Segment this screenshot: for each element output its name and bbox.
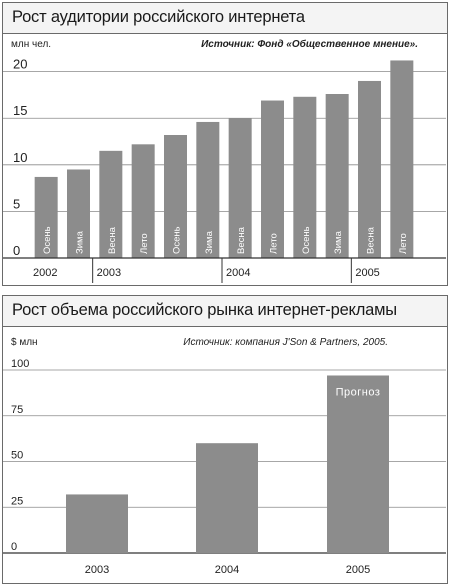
ads-chart-titlebar: Рост объема российского рынка интернет-р…: [3, 296, 447, 327]
ads-y-unit: $ млн: [11, 337, 38, 348]
ads-y-tick: 100: [11, 358, 29, 370]
ads-y-tick: 0: [11, 541, 17, 553]
audience-bar: [34, 176, 58, 258]
audience-y-tick: 0: [13, 243, 20, 258]
audience-bar: [67, 169, 90, 258]
ads-y-tick: 75: [11, 404, 23, 416]
audience-source: Источник: Фонд «Общественное мнение».: [201, 38, 418, 50]
audience-bar-label: Весна: [366, 226, 377, 254]
audience-year-label: 2003: [97, 267, 121, 279]
audience-bar-label: Осень: [301, 226, 312, 254]
audience-bar: [325, 94, 349, 258]
ads-x-tick: 2005: [346, 564, 370, 576]
ads-forecast-label: Прогноз: [336, 386, 381, 398]
audience-bar: [228, 118, 252, 259]
audience-y-unit: млн чел.: [11, 39, 51, 50]
audience-year-label: 2004: [226, 267, 250, 279]
ads-y-tick: 25: [11, 495, 23, 507]
ads-x-tick: 2004: [215, 564, 239, 576]
audience-bar: [390, 60, 414, 258]
audience-year-label: 2005: [355, 267, 379, 279]
audience-year-label: 2002: [33, 267, 57, 279]
audience-y-tick: 5: [13, 196, 20, 211]
ads-x-tick: 2003: [85, 564, 109, 576]
audience-bar: [261, 100, 284, 258]
ads-bar: [327, 375, 389, 553]
audience-y-tick: 15: [13, 103, 27, 118]
audience-bar-label: Зима: [204, 230, 215, 254]
audience-bar: [196, 121, 220, 258]
audience-bar: [99, 150, 123, 258]
audience-bar-label: Лето: [269, 233, 280, 254]
audience-y-tick: 10: [13, 150, 27, 165]
audience-bar-label: Осень: [172, 226, 183, 254]
audience-bar-label: Лето: [398, 233, 409, 254]
audience-bar: [131, 144, 155, 258]
ads-source: Источник: компания J'Son & Partners, 200…: [183, 337, 388, 348]
audience-chart-titlebar: Рост аудитории российского интернета: [3, 3, 447, 34]
audience-bar-label: Весна: [236, 226, 247, 254]
audience-bar: [164, 135, 187, 258]
audience-bar-label: Осень: [42, 226, 53, 254]
ads-chart-title: Рост объема российского рынка интернет-р…: [12, 301, 397, 319]
audience-bar: [358, 80, 381, 258]
audience-bar-label: Зима: [75, 230, 86, 254]
audience-chart-title: Рост аудитории российского интернета: [12, 8, 305, 26]
audience-y-tick: 20: [13, 57, 27, 72]
audience-chart: млн чел. Источник: Фонд «Общественное мне…: [3, 38, 446, 283]
audience-bar-label: Зима: [333, 230, 344, 254]
ads-y-tick: 50: [11, 450, 23, 462]
audience-bar-label: Лето: [139, 233, 150, 254]
ads-bar: [66, 494, 128, 553]
ads-bar: [196, 443, 258, 553]
audience-bar-label: Весна: [107, 226, 118, 254]
audience-bar: [293, 96, 317, 258]
